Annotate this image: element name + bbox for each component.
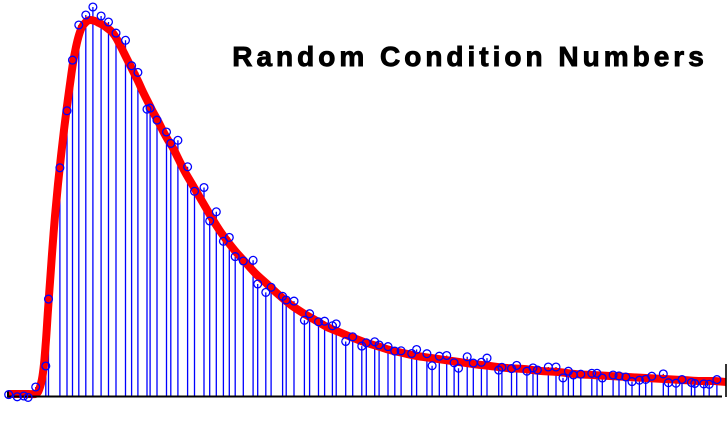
svg-text:Random Condition Numbers: Random Condition Numbers (232, 41, 708, 72)
